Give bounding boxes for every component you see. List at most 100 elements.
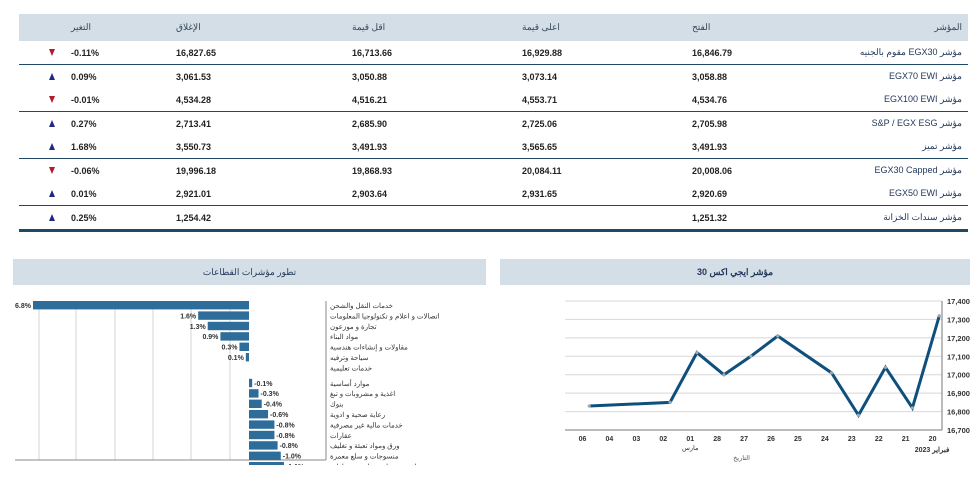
high-value: 3,073.14	[522, 71, 558, 82]
sector-bar	[249, 430, 275, 440]
x-tick-label: 06	[579, 436, 587, 443]
change-value: 0.01%	[71, 188, 97, 199]
sector-bar	[33, 301, 249, 310]
x-tick-label: 01	[686, 436, 694, 443]
index-name: مؤشر EGX30 مقوم بالجنيه	[859, 47, 962, 57]
high-value: 2,931.65	[522, 188, 558, 199]
x-tick-label: 27	[740, 436, 748, 443]
low-value: 2,685.90	[352, 118, 388, 129]
sector-bar	[249, 389, 259, 398]
x-group-label-feb: فبراير 2023	[915, 446, 950, 454]
sector-value-label: 1.6%	[180, 313, 197, 320]
sector-bar	[249, 462, 284, 465]
data-point	[587, 404, 591, 408]
sector-bar	[249, 441, 278, 450]
sector-bar	[249, 410, 269, 419]
x-tick-label: 04	[606, 436, 614, 443]
high-value: 2,725.06	[522, 118, 558, 129]
sector-category-label: موارد أساسية	[330, 378, 370, 388]
open-value: 16,846.79	[692, 47, 733, 58]
open-value: 2,705.98	[692, 118, 728, 129]
x-tick-label: 20	[929, 436, 937, 443]
header-close: الإغلاق	[176, 22, 201, 32]
sector-value-label: -0.8%	[280, 443, 299, 450]
table-row: مؤشر EGX30 مقوم بالجنيه 16,846.79 16,929.8…	[19, 41, 968, 65]
x-tick-label: 25	[794, 436, 802, 443]
low-value: 2,903.64	[352, 188, 388, 199]
sector-bar	[249, 399, 262, 408]
low-value: 3,491.93	[352, 141, 388, 152]
sector-category-label: سياحة وترفيه	[330, 354, 369, 362]
high-value: 3,565.65	[522, 141, 558, 152]
table-row: مؤشر EGX100 EWI 4,534.76 4,553.71 4,516.21 4…	[19, 88, 968, 112]
open-value: 1,251.32	[692, 212, 728, 223]
close-value: 2,713.41	[176, 118, 212, 129]
data-point	[829, 371, 834, 375]
index-name: مؤشر EGX50 EWI	[889, 188, 962, 198]
header-index: المؤشر	[934, 22, 962, 32]
x-tick-label: 26	[767, 436, 775, 443]
change-value: -0.11%	[71, 47, 100, 58]
egx30-line-chart: 16,700 16,800 16,900 17,000 17,100 17,200 17,3…	[565, 297, 970, 462]
data-point	[722, 373, 726, 377]
sector-category-label: منسوجات و سلع معمرة	[330, 453, 399, 461]
index-name: مؤشر EGX70 EWI	[889, 71, 962, 81]
high-value: 20,084.11	[522, 165, 562, 176]
y-tick-label: 17,100	[947, 352, 970, 361]
sector-bar	[220, 332, 249, 341]
sector-value-label: -0.1%	[254, 381, 273, 388]
sector-value-label: 0.9%	[202, 334, 219, 341]
open-value: 4,534.76	[692, 94, 728, 105]
close-value: 3,550.73	[176, 141, 212, 152]
table-row: مؤشر تميز 3,491.93 3,565.65 3,491.93 3,550.7…	[19, 135, 968, 159]
change-value: -0.06%	[71, 165, 100, 176]
egx30-series-line	[589, 315, 941, 419]
data-point	[749, 354, 753, 358]
x-group-label-mar: مارس	[682, 444, 699, 452]
arrow-up-icon	[49, 213, 55, 221]
change-value: 0.27%	[71, 118, 97, 129]
sector-value-label: -0.8%	[276, 422, 295, 429]
index-name: مؤشر EGX100 EWI	[883, 94, 962, 104]
sector-value-label: 0.1%	[228, 355, 245, 362]
arrow-down-icon	[49, 48, 55, 56]
sector-value-label: -0.6%	[270, 412, 289, 419]
x-tick-label: 03	[632, 436, 640, 443]
x-tick-label: 28	[713, 436, 721, 443]
low-value: 16,713.66	[352, 47, 393, 58]
x-tick-label: 21	[902, 436, 910, 443]
header-low: اقل قيمة	[352, 22, 386, 32]
table-row: مؤشر EGX70 EWI 3,058.88 3,073.14 3,050.88 3,…	[19, 65, 968, 88]
high-value: 4,553.71	[522, 94, 558, 105]
sector-category-label: مقاولات و إنشاءات هندسية	[330, 344, 408, 352]
x-tick-label: 02	[659, 436, 667, 443]
arrow-up-icon	[49, 119, 55, 127]
sector-bar	[198, 311, 249, 320]
sector-value-label: -0.8%	[276, 433, 295, 440]
sector-bar	[249, 378, 253, 388]
sector-value-label: 0.3%	[222, 345, 239, 352]
y-tick-label: 17,000	[947, 371, 970, 380]
sector-category-label: بنوك	[330, 401, 343, 409]
sector-category-label: اغذية و مشروبات و تبغ	[330, 390, 395, 398]
header-open: الفتح	[692, 22, 711, 32]
sector-value-label: 6.8%	[15, 303, 32, 310]
sector-category-label: تجارة و موزعون	[330, 323, 377, 331]
y-tick-label: 17,400	[947, 297, 970, 306]
sector-bar	[249, 451, 281, 460]
sector-panel-title: تطور مؤشرات القطاعات	[13, 259, 486, 285]
table-row: مؤشر EGX30 Capped 20,008.06 20,084.11 19,86…	[19, 159, 968, 182]
sector-bar-chart: 6.8% خدمات النقل والشحن 1.6% اتصالات و اعلا…	[15, 301, 440, 465]
sector-category-label: خدمات تعليمية	[330, 364, 372, 372]
arrow-down-icon	[49, 166, 55, 174]
table-header: المؤشر الفتح اعلى قيمة اقل قيمة الإغلاق …	[19, 14, 968, 41]
sector-category-label: خدمات النقل والشحن	[330, 302, 393, 310]
arrow-up-icon	[49, 72, 55, 80]
close-value: 4,534.28	[176, 94, 212, 105]
table-row: مؤشر سندات الخزانة 1,251.32 1,254.42 0.25%	[19, 206, 968, 232]
data-point	[856, 413, 861, 417]
data-point	[910, 406, 914, 410]
x-tick-label: 24	[821, 436, 829, 443]
sector-category-label: ورق ومواد تعبئة و تغليف	[330, 442, 399, 450]
data-point	[883, 365, 888, 369]
